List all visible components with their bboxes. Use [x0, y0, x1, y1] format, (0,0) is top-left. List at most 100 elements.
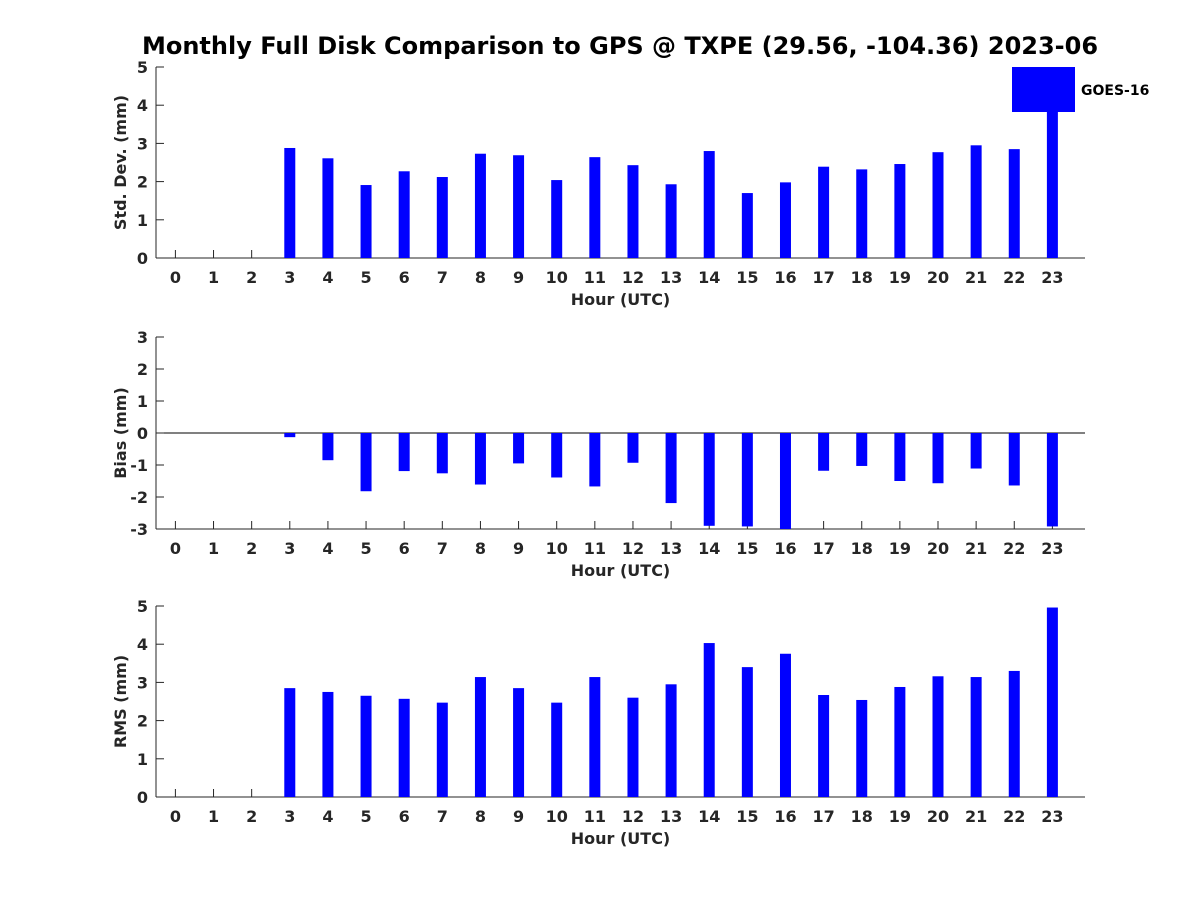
x-axis-label: Hour (UTC) [571, 561, 671, 580]
bar-hour-12 [627, 433, 639, 463]
bar-hour-18 [856, 433, 868, 466]
x-tick-label: 8 [475, 268, 486, 287]
bar-hour-3 [284, 688, 296, 797]
x-tick-label: 12 [622, 807, 644, 826]
chart-title: Monthly Full Disk Comparison to GPS @ TX… [142, 32, 1098, 60]
x-tick-label: 23 [1041, 539, 1063, 558]
x-tick-label: 15 [736, 539, 758, 558]
bar-hour-15 [741, 433, 753, 527]
x-tick-label: 18 [851, 807, 873, 826]
bar-hour-19 [894, 433, 906, 481]
x-tick-label: 17 [812, 807, 834, 826]
bar-hour-22 [1008, 433, 1020, 486]
y-tick-label: 4 [137, 635, 148, 654]
y-tick-label: 0 [137, 424, 148, 443]
bar-hour-17 [818, 433, 830, 471]
x-tick-label: 4 [322, 807, 333, 826]
x-tick-label: 10 [546, 268, 568, 287]
x-tick-label: 6 [399, 539, 410, 558]
y-tick-label: 0 [137, 249, 148, 268]
y-tick-label: 1 [137, 392, 148, 411]
x-tick-label: 0 [170, 807, 181, 826]
y-tick-label: 2 [137, 712, 148, 731]
x-tick-label: 5 [360, 539, 371, 558]
bar-hour-3 [284, 147, 296, 258]
x-tick-label: 7 [437, 539, 448, 558]
bar-hour-6 [398, 698, 410, 797]
x-tick-label: 3 [284, 807, 295, 826]
x-tick-label: 9 [513, 539, 524, 558]
x-tick-label: 2 [246, 807, 257, 826]
bar-hour-4 [322, 691, 334, 797]
x-tick-label: 23 [1041, 268, 1063, 287]
x-axis-label: Hour (UTC) [571, 290, 671, 309]
x-tick-label: 20 [927, 807, 949, 826]
y-axis-label: Bias (mm) [111, 387, 130, 479]
x-tick-label: 10 [546, 539, 568, 558]
y-tick-label: -3 [130, 520, 148, 539]
bar-hour-16 [779, 653, 791, 797]
x-tick-label: 13 [660, 539, 682, 558]
x-tick-label: 15 [736, 807, 758, 826]
legend-swatch [1012, 67, 1075, 112]
bar-hour-23 [1046, 607, 1058, 797]
legend-label: GOES-16 [1081, 83, 1149, 99]
x-tick-label: 5 [360, 807, 371, 826]
y-tick-label: 1 [137, 211, 148, 230]
bar-hour-21 [970, 677, 982, 797]
bar-hour-15 [741, 667, 753, 797]
y-tick-label: -2 [130, 488, 148, 507]
bar-hour-18 [856, 699, 868, 797]
bar-hour-18 [856, 169, 868, 258]
x-tick-label: 7 [437, 807, 448, 826]
y-tick-label: 3 [137, 134, 148, 153]
x-tick-label: 8 [475, 539, 486, 558]
y-tick-label: 5 [137, 58, 148, 77]
x-tick-label: 11 [584, 807, 606, 826]
x-tick-label: 18 [851, 539, 873, 558]
bar-hour-22 [1008, 149, 1020, 258]
bar-hour-10 [551, 180, 563, 258]
bar-hour-8 [474, 677, 486, 797]
x-tick-label: 3 [284, 268, 295, 287]
bar-hour-15 [741, 193, 753, 258]
x-tick-label: 22 [1003, 268, 1025, 287]
x-tick-label: 19 [889, 268, 911, 287]
y-tick-label: 5 [137, 597, 148, 616]
x-tick-label: 1 [208, 539, 219, 558]
bar-hour-11 [589, 677, 601, 797]
x-tick-label: 20 [927, 268, 949, 287]
y-tick-label: 3 [137, 673, 148, 692]
x-tick-label: 16 [774, 807, 796, 826]
legend: GOES-16 [1012, 67, 1149, 112]
y-axis-label: RMS (mm) [111, 655, 130, 748]
x-tick-label: 13 [660, 807, 682, 826]
bar-hour-9 [513, 433, 525, 464]
y-tick-label: 3 [137, 328, 148, 347]
x-tick-label: 16 [774, 539, 796, 558]
x-tick-label: 2 [246, 539, 257, 558]
x-tick-label: 0 [170, 539, 181, 558]
x-tick-label: 12 [622, 268, 644, 287]
bar-hour-7 [436, 702, 448, 797]
bar-hour-5 [360, 695, 372, 797]
x-tick-label: 3 [284, 539, 295, 558]
bar-hour-20 [932, 433, 944, 484]
x-tick-label: 1 [208, 268, 219, 287]
x-tick-label: 0 [170, 268, 181, 287]
x-tick-label: 4 [322, 539, 333, 558]
bar-hour-21 [970, 145, 982, 258]
bar-hour-16 [779, 433, 791, 529]
x-tick-label: 22 [1003, 807, 1025, 826]
x-tick-label: 5 [360, 268, 371, 287]
x-tick-label: 18 [851, 268, 873, 287]
bar-hour-12 [627, 165, 639, 258]
bar-hour-5 [360, 185, 372, 258]
x-tick-label: 16 [774, 268, 796, 287]
x-tick-label: 4 [322, 268, 333, 287]
bar-hour-20 [932, 676, 944, 797]
x-tick-label: 14 [698, 268, 720, 287]
